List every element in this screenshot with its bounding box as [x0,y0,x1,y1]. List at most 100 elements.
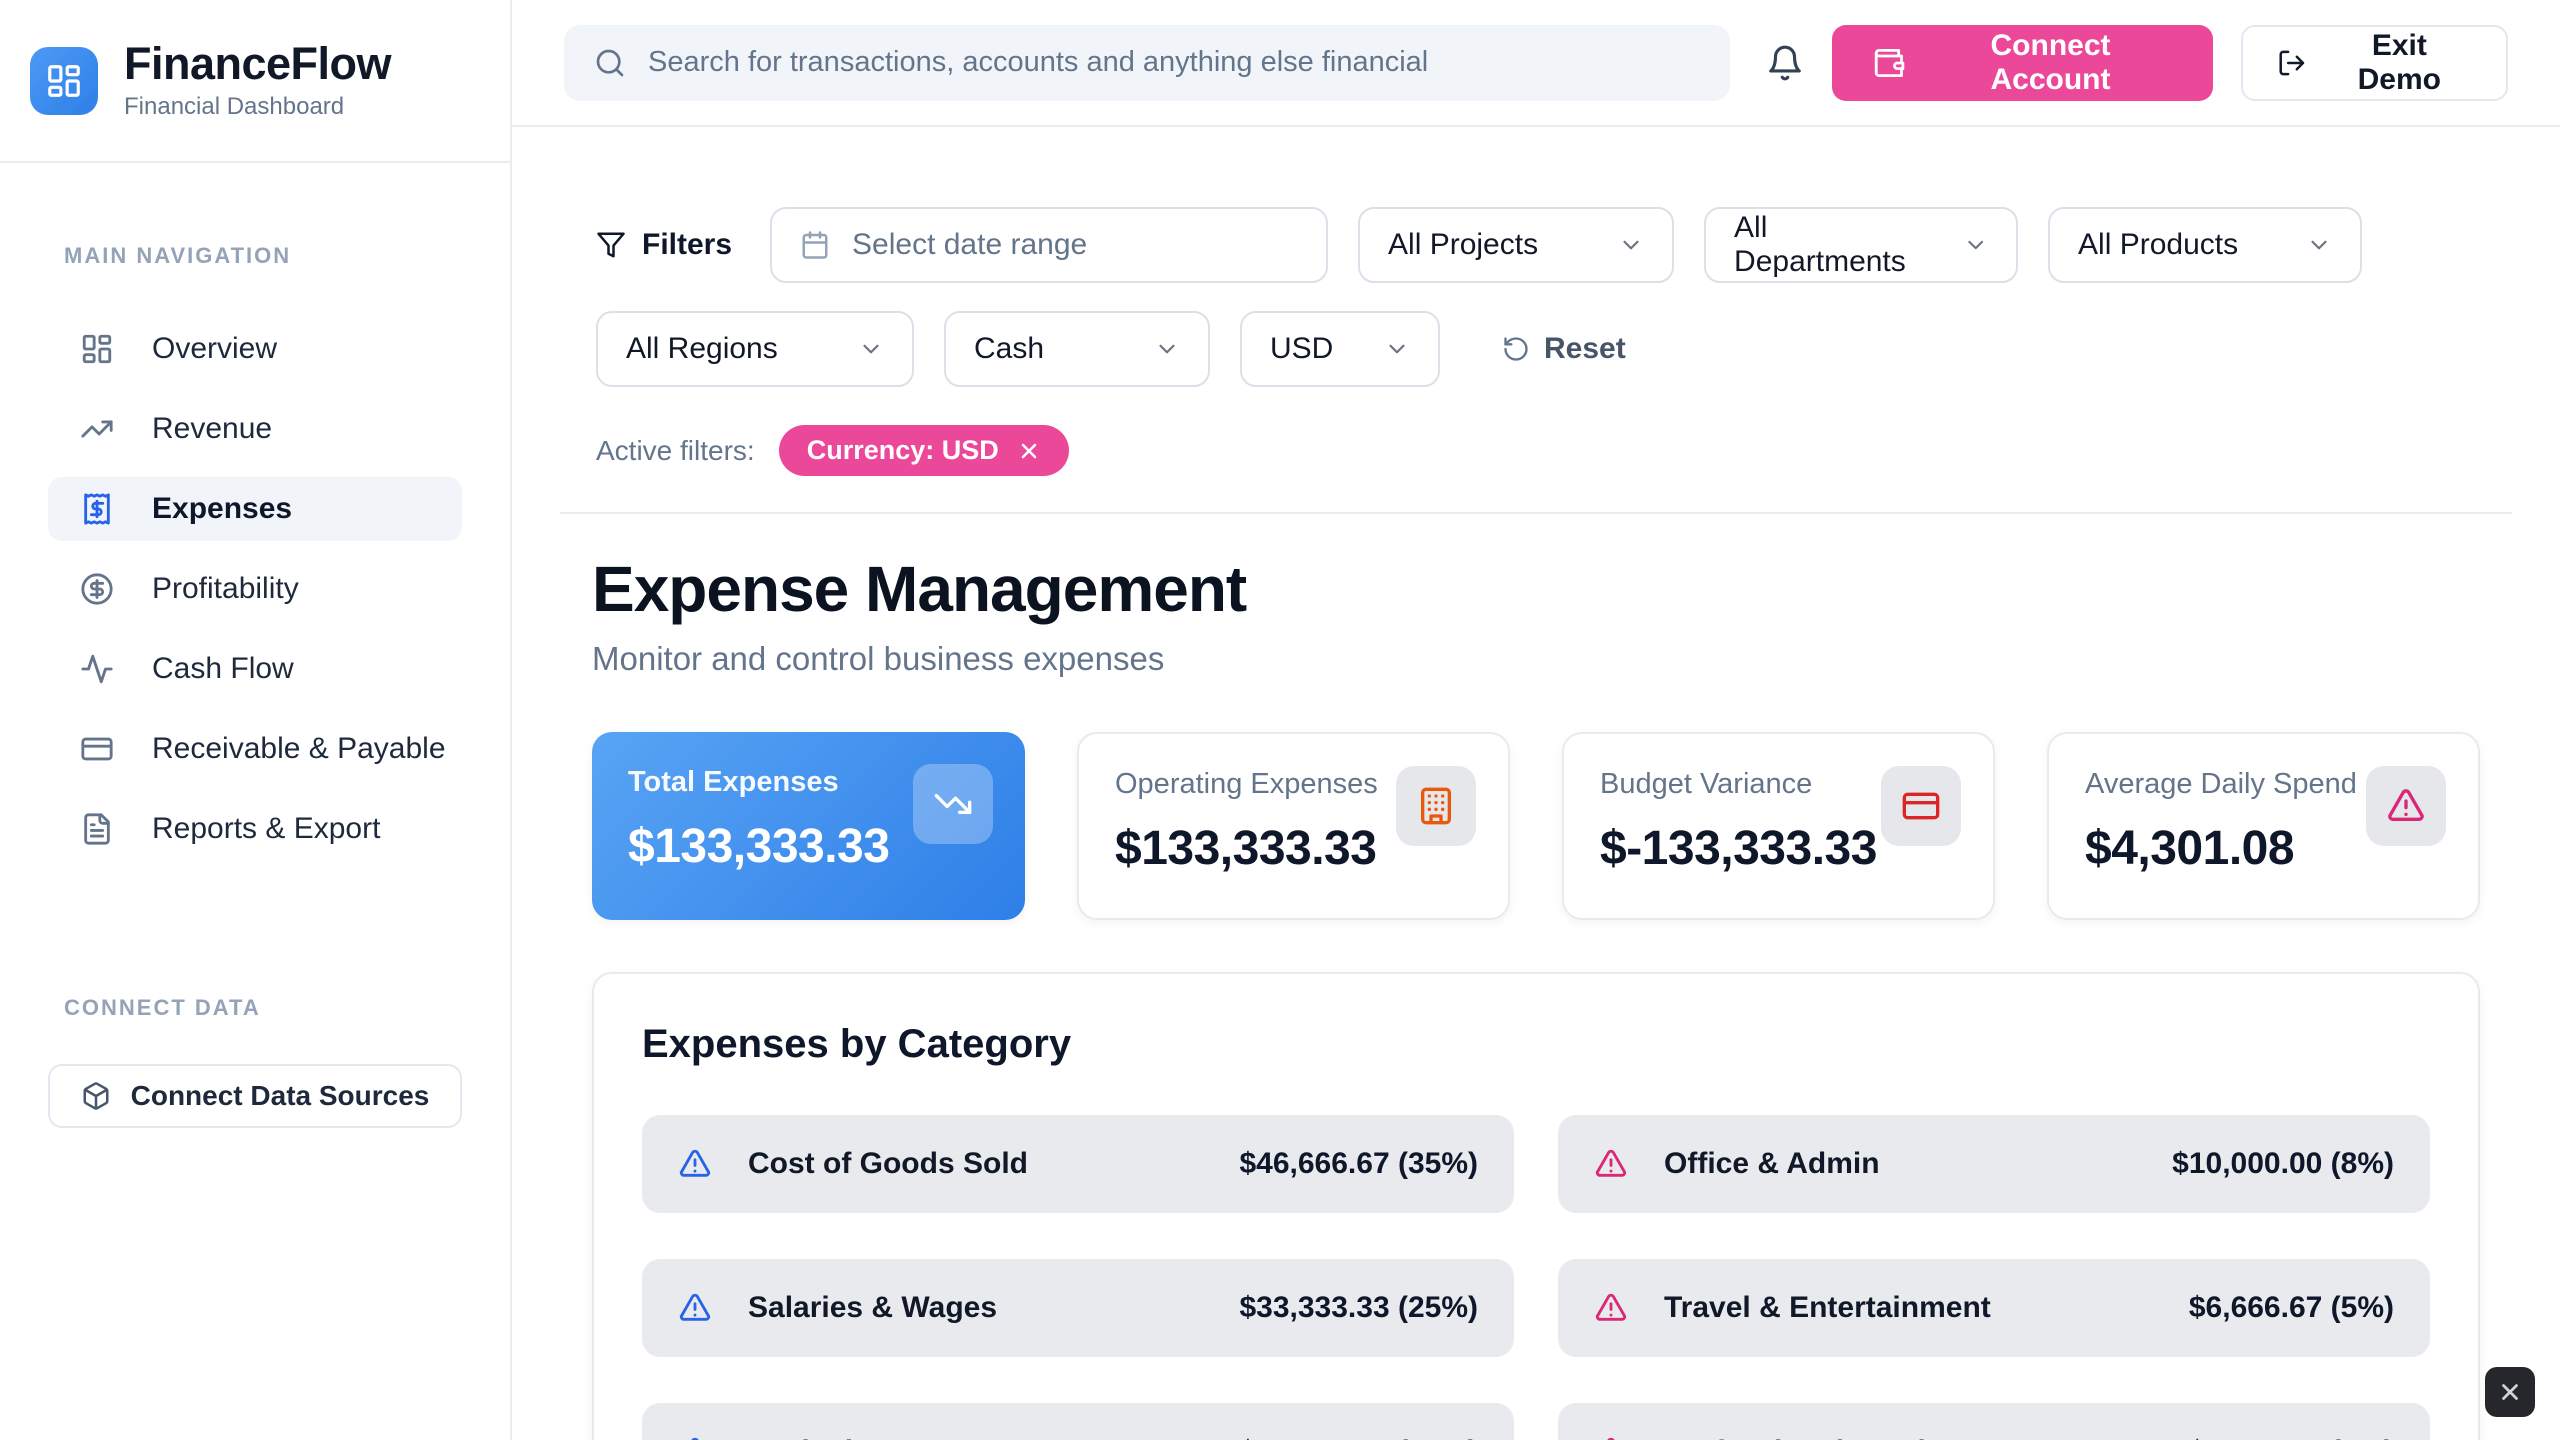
stat-label: Total Expenses [628,766,839,798]
category-name: Travel & Entertainment [1664,1291,1991,1324]
chevron-down-icon [1623,240,1639,250]
departments-select[interactable]: All Departments [1704,207,2019,283]
stat-card-total-expenses: Total Expenses $133,333.33 [592,732,1025,920]
page-title: Expense Management [592,553,1247,625]
accounting-basis-select[interactable]: Cash [944,311,1210,387]
stat-card-average-daily-spend: Average Daily Spend $4,301.08 [2047,732,2480,920]
category-value: $20,000.00 (15%) [1239,1435,1478,1440]
stat-value: $4,301.08 [2085,822,2295,875]
sidebar-item-receivable-payable[interactable]: Receivable & Payable [48,717,462,781]
alert-triangle-icon [679,1293,711,1321]
category-row-cost-of-goods-sold[interactable]: Cost of Goods Sold $46,666.67 (35%) [642,1115,1514,1213]
floating-close-button[interactable] [2485,1367,2535,1417]
stat-card-operating-expenses: Operating Expenses $133,333.33 [1077,732,1510,920]
alert-triangle-icon [691,1437,699,1440]
search-input[interactable] [648,46,1701,79]
alert-triangle-icon [1595,1293,1627,1321]
sidebar-item-profitability[interactable]: Profitability [48,557,462,621]
connect-data-sources-label: Connect Data Sources [130,1080,430,1111]
category-row-marketing[interactable]: Marketing $20,000.00 (15%) [642,1403,1514,1440]
category-row-professional-services[interactable]: Professional Services $3,333.33 (3%) [1558,1403,2430,1440]
currency-select-value: USD [1270,332,1334,365]
category-name: Cost of Goods Sold [748,1147,1028,1180]
activity-icon [81,654,113,684]
connect-data-sources-button[interactable]: Connect Data Sources [48,1064,462,1128]
category-value: $33,333.33 (25%) [1239,1291,1478,1324]
stat-icon-box [1396,766,1476,846]
alert-triangle-icon [2388,789,2424,821]
category-value: $10,000.00 (8%) [2172,1147,2394,1180]
category-name: Professional Services [1664,1435,1976,1440]
active-filter-chip-currency[interactable]: Currency: USD [778,425,1069,476]
regions-select[interactable]: All Regions [596,311,914,387]
chevron-down-icon [1159,344,1175,354]
date-range-field[interactable] [770,207,1329,283]
chip-label: Currency: USD [806,435,999,465]
category-row-travel-entertainment[interactable]: Travel & Entertainment $6,666.67 (5%) [1558,1259,2430,1357]
connect-account-button[interactable]: Connect Account [1832,24,2213,101]
search-bar[interactable] [564,24,1731,101]
products-select[interactable]: All Products [2048,207,2363,283]
sidebar-item-label: Cash Flow [152,652,294,685]
rotate-ccw-icon [1504,337,1528,361]
notifications-button[interactable] [1766,44,1804,82]
category-name: Marketing [748,1435,890,1440]
sidebar-item-label: Receivable & Payable [152,732,446,765]
close-icon [2502,1384,2518,1400]
category-value: $3,333.33 (3%) [2189,1435,2394,1440]
stat-card-budget-variance: Budget Variance $-133,333.33 [1562,732,1995,920]
sidebar-item-reports-export[interactable]: Reports & Export [48,797,462,861]
building-icon [1421,787,1451,825]
regions-select-value: All Regions [626,332,778,365]
layout-dashboard-icon [82,334,112,364]
alert-triangle-icon [1607,1437,1615,1440]
currency-select[interactable]: USD [1240,311,1440,387]
sidebar: FinanceFlow Financial Dashboard MAIN NAV… [0,0,512,1440]
search-icon [596,49,624,76]
chevron-down-icon [1967,240,1983,250]
category-row-office-admin[interactable]: Office & Admin $10,000.00 (8%) [1558,1115,2430,1213]
sidebar-item-overview[interactable]: Overview [48,317,462,381]
expenses-by-category-title: Expenses by Category [642,1022,1072,1066]
exit-demo-label: Exit Demo [2357,28,2441,96]
stat-label: Operating Expenses [1115,768,1378,800]
calendar-icon [802,231,828,259]
package-icon [83,1082,109,1110]
stat-label: Budget Variance [1600,768,1813,800]
projects-select-value: All Projects [1388,228,1539,261]
reset-filters-button[interactable]: Reset [1502,332,1626,366]
category-value: $6,666.67 (5%) [2188,1291,2394,1324]
exit-demo-button[interactable]: Exit Demo [2240,24,2508,101]
trending-down-icon [934,794,972,814]
wallet-icon [1875,48,1905,77]
brand: FinanceFlow Financial Dashboard [0,0,510,163]
active-filters-label: Active filters: [596,434,755,466]
credit-card-icon [81,737,113,761]
sidebar-item-cash-flow[interactable]: Cash Flow [48,637,462,701]
filters-label: Filters [642,228,733,261]
filters-title: Filters [596,228,732,262]
stat-cards: Total Expenses $133,333.33 Operating Exp… [592,732,2480,920]
log-out-icon [2279,50,2305,75]
sidebar-item-revenue[interactable]: Revenue [48,397,462,461]
circle-dollar-icon [81,573,113,605]
products-select-value: All Products [2078,228,2239,261]
sidebar-item-expenses[interactable]: Expenses [48,477,462,541]
date-range-input[interactable] [852,228,1299,262]
alert-triangle-icon [679,1149,711,1177]
category-value: $46,666.67 (35%) [1239,1147,1478,1180]
app-tagline: Financial Dashboard [124,93,345,121]
stat-label: Average Daily Spend [2085,768,2357,800]
category-row-salaries-wages[interactable]: Salaries & Wages $33,333.33 (25%) [642,1259,1514,1357]
chevron-down-icon [2311,240,2327,250]
sidebar-item-label: Overview [152,332,278,365]
filter-icon [597,232,625,258]
projects-select[interactable]: All Projects [1358,207,1675,283]
stat-icon-box [2366,766,2446,846]
stat-icon-box [1881,766,1961,846]
page-subtitle: Monitor and control business expenses [592,640,1165,677]
top-bar: Connect Account Exit Demo [512,0,2560,127]
stat-value: $133,333.33 [628,820,890,873]
chevron-down-icon [863,344,879,354]
app-title: FinanceFlow [124,37,392,89]
